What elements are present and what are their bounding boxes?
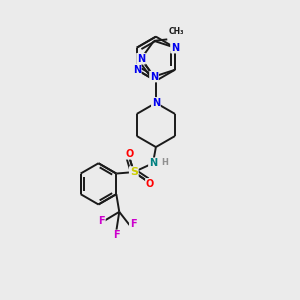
- Text: N: N: [152, 98, 160, 108]
- Text: CH₃: CH₃: [169, 27, 184, 36]
- Text: N: N: [171, 43, 179, 53]
- Text: H: H: [161, 158, 168, 167]
- Text: S: S: [130, 167, 138, 177]
- Text: F: F: [98, 216, 105, 226]
- Text: O: O: [125, 149, 134, 159]
- Text: N: N: [137, 54, 145, 64]
- Text: N: N: [150, 72, 158, 82]
- Text: N: N: [133, 65, 141, 75]
- Text: O: O: [146, 179, 154, 189]
- Text: F: F: [130, 220, 136, 230]
- Text: F: F: [113, 230, 120, 240]
- Text: N: N: [149, 158, 157, 168]
